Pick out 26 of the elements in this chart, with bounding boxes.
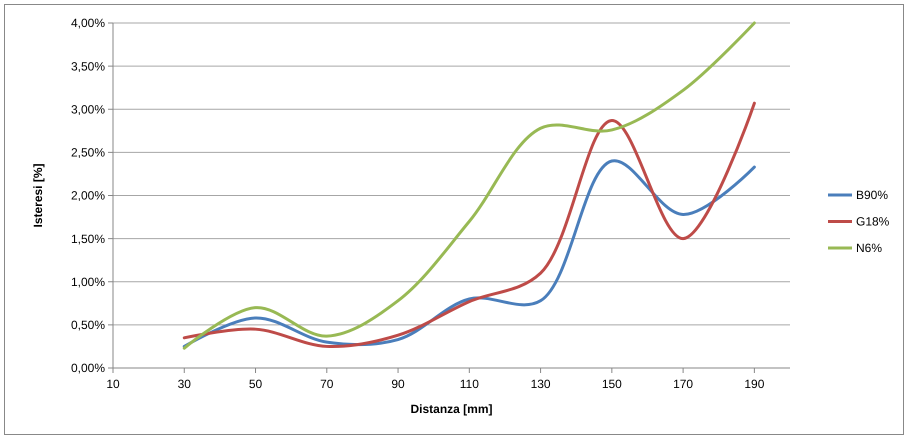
legend-label: G18%: [856, 214, 890, 229]
line-series: [182, 22, 756, 350]
x-tick-label: 10: [106, 377, 120, 391]
legend-label: B90%: [856, 188, 888, 202]
y-tick-label: 1,00%: [70, 274, 106, 289]
y-tick-label: 0,00%: [70, 361, 106, 376]
y-tick-label: 2,50%: [70, 146, 106, 160]
x-tick-label: 170: [673, 377, 694, 391]
y-tick-label: 3,00%: [70, 102, 106, 116]
x-tick-label: 70: [320, 377, 334, 391]
y-tick-label: 4,00%: [70, 16, 106, 30]
y-axis-title: Isteresi [%]: [31, 163, 45, 228]
y-tick-label: 0,50%: [70, 318, 106, 332]
x-tick-label: 190: [744, 377, 765, 391]
y-tick-label: 3,50%: [70, 59, 106, 74]
x-tick-label: 110: [460, 377, 480, 391]
x-tick-label: 30: [178, 377, 192, 391]
x-tick-label: 150: [602, 377, 622, 391]
x-axis-title: Distanza [mm]: [410, 402, 493, 416]
y-tick-label: 2,00%: [70, 188, 106, 203]
x-tick-label: 130: [530, 377, 551, 391]
y-tick-label: 1,50%: [70, 232, 106, 246]
legend-label: N6%: [856, 241, 882, 256]
line-series: [182, 102, 756, 348]
x-tick-label: 90: [391, 377, 406, 391]
x-tick-label: 50: [248, 377, 263, 391]
